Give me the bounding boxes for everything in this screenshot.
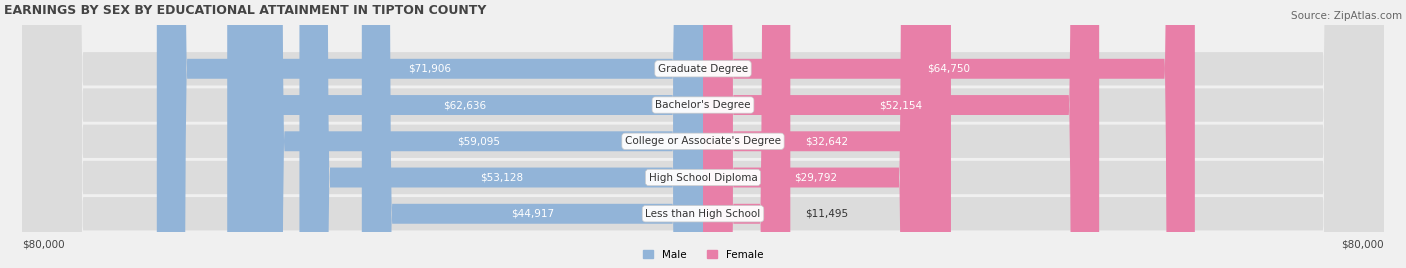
FancyBboxPatch shape	[228, 0, 703, 268]
Text: $52,154: $52,154	[880, 100, 922, 110]
Legend: Male, Female: Male, Female	[638, 245, 768, 264]
FancyBboxPatch shape	[22, 0, 1384, 268]
Text: $64,750: $64,750	[928, 64, 970, 74]
Text: Less than High School: Less than High School	[645, 209, 761, 219]
Text: $80,000: $80,000	[22, 240, 65, 250]
Text: $80,000: $80,000	[1341, 240, 1384, 250]
FancyBboxPatch shape	[361, 0, 703, 268]
Text: $32,642: $32,642	[806, 136, 849, 146]
Text: Bachelor's Degree: Bachelor's Degree	[655, 100, 751, 110]
FancyBboxPatch shape	[22, 0, 1384, 268]
FancyBboxPatch shape	[703, 0, 1099, 268]
Text: College or Associate's Degree: College or Associate's Degree	[626, 136, 780, 146]
Text: EARNINGS BY SEX BY EDUCATIONAL ATTAINMENT IN TIPTON COUNTY: EARNINGS BY SEX BY EDUCATIONAL ATTAINMEN…	[4, 4, 486, 17]
Text: $11,495: $11,495	[806, 209, 849, 219]
FancyBboxPatch shape	[703, 0, 950, 268]
FancyBboxPatch shape	[703, 0, 929, 268]
FancyBboxPatch shape	[157, 0, 703, 268]
Text: $44,917: $44,917	[510, 209, 554, 219]
FancyBboxPatch shape	[254, 0, 703, 268]
Text: $59,095: $59,095	[457, 136, 501, 146]
FancyBboxPatch shape	[22, 0, 1384, 268]
Text: $53,128: $53,128	[479, 173, 523, 183]
Text: Source: ZipAtlas.com: Source: ZipAtlas.com	[1291, 11, 1402, 21]
FancyBboxPatch shape	[703, 0, 790, 268]
FancyBboxPatch shape	[703, 0, 1195, 268]
Text: High School Diploma: High School Diploma	[648, 173, 758, 183]
Text: $71,906: $71,906	[408, 64, 451, 74]
FancyBboxPatch shape	[22, 0, 1384, 268]
FancyBboxPatch shape	[22, 0, 1384, 268]
Text: $62,636: $62,636	[443, 100, 486, 110]
Text: $29,792: $29,792	[794, 173, 838, 183]
Text: Graduate Degree: Graduate Degree	[658, 64, 748, 74]
FancyBboxPatch shape	[299, 0, 703, 268]
